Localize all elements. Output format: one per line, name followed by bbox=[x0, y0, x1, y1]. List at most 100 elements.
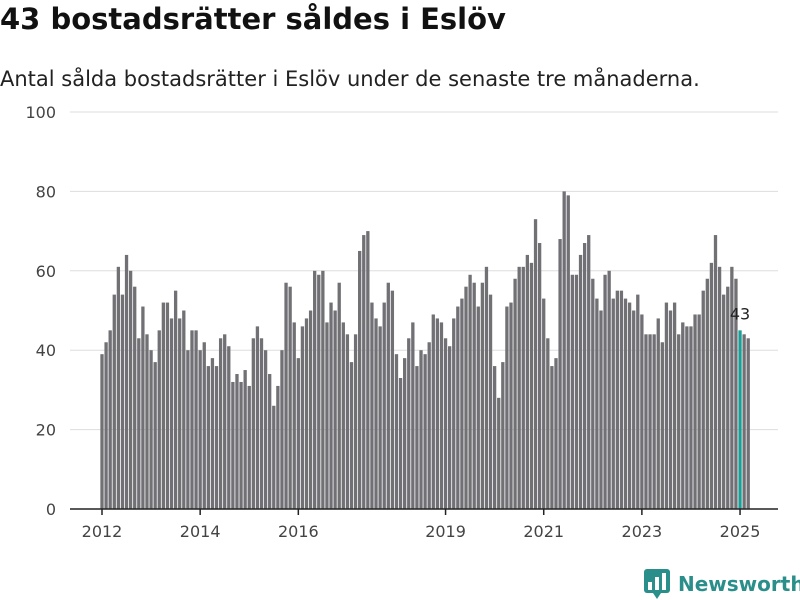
bar bbox=[587, 235, 591, 509]
bar bbox=[358, 250, 362, 509]
bar bbox=[521, 266, 525, 509]
bar bbox=[108, 330, 112, 509]
bar bbox=[701, 290, 705, 509]
bar bbox=[263, 350, 268, 509]
y-tick-label: 60 bbox=[36, 262, 56, 281]
bar bbox=[104, 342, 108, 509]
bar bbox=[513, 278, 517, 509]
bar bbox=[382, 302, 386, 509]
bar bbox=[456, 306, 460, 509]
bar bbox=[411, 322, 415, 509]
bar bbox=[133, 286, 137, 509]
bar bbox=[353, 334, 358, 509]
bar bbox=[186, 350, 190, 509]
bar bbox=[529, 262, 534, 509]
bar bbox=[149, 350, 153, 509]
bar bbox=[505, 306, 509, 509]
chart-title: 43 bostadsrätter såldes i Eslöv bbox=[0, 2, 506, 36]
bar bbox=[693, 314, 697, 509]
bar bbox=[100, 354, 104, 509]
bar bbox=[349, 362, 354, 509]
bar bbox=[648, 334, 652, 509]
bar bbox=[685, 326, 689, 509]
bar bbox=[153, 362, 157, 509]
bar bbox=[664, 302, 669, 509]
bar bbox=[145, 334, 149, 509]
bar bbox=[488, 294, 493, 509]
bar bbox=[165, 302, 170, 509]
bar bbox=[276, 385, 280, 509]
y-tick-label: 40 bbox=[36, 341, 56, 360]
bar bbox=[668, 310, 673, 509]
bar bbox=[341, 322, 345, 509]
bar bbox=[325, 322, 329, 509]
bar bbox=[296, 358, 300, 509]
bar bbox=[386, 282, 390, 509]
bar bbox=[321, 270, 325, 509]
bar bbox=[288, 286, 292, 509]
bar bbox=[157, 330, 161, 509]
bar bbox=[497, 397, 501, 509]
bar bbox=[517, 266, 521, 509]
bar bbox=[636, 294, 640, 509]
bar bbox=[427, 342, 431, 509]
bar bbox=[603, 274, 607, 509]
bar bbox=[689, 326, 693, 509]
bar bbox=[460, 298, 464, 509]
bar bbox=[595, 298, 599, 509]
bar bbox=[632, 310, 636, 509]
bar bbox=[182, 310, 186, 509]
bar bbox=[280, 350, 284, 509]
bar bbox=[300, 326, 305, 509]
bar bbox=[333, 310, 337, 509]
bar bbox=[742, 334, 746, 509]
bar bbox=[218, 338, 223, 509]
x-tick-label: 2019 bbox=[425, 522, 466, 541]
bar bbox=[480, 282, 485, 509]
bar bbox=[533, 219, 538, 509]
bar bbox=[439, 322, 444, 509]
bar bbox=[746, 338, 750, 509]
bar bbox=[190, 330, 194, 509]
bar bbox=[268, 374, 272, 509]
bar bbox=[255, 326, 260, 509]
bar bbox=[120, 294, 125, 509]
bar bbox=[370, 302, 374, 509]
bar bbox=[582, 243, 587, 509]
bar bbox=[419, 350, 423, 509]
bar bbox=[403, 358, 407, 509]
bar bbox=[542, 298, 546, 509]
bar bbox=[206, 366, 210, 509]
bar bbox=[317, 274, 321, 509]
bar bbox=[398, 377, 403, 509]
bar bbox=[464, 286, 468, 509]
chart-subtitle: Antal sålda bostadsrätter i Eslöv under … bbox=[0, 67, 700, 91]
bar bbox=[431, 314, 435, 509]
bars bbox=[100, 191, 750, 510]
bar bbox=[128, 270, 133, 509]
bar bbox=[611, 298, 615, 509]
bar bbox=[161, 302, 165, 509]
bar bbox=[214, 366, 219, 509]
bar bbox=[227, 346, 231, 509]
bar bbox=[599, 310, 603, 509]
bar bbox=[443, 338, 448, 509]
bar bbox=[304, 318, 309, 509]
bar bbox=[615, 290, 619, 509]
bar bbox=[591, 278, 595, 509]
bar bbox=[394, 354, 399, 509]
bar bbox=[607, 270, 611, 509]
bar bbox=[243, 370, 247, 509]
y-axis: 0 20 40 60 80 100 bbox=[25, 103, 56, 519]
bar bbox=[468, 274, 472, 509]
bar bbox=[734, 278, 738, 509]
bar bbox=[677, 334, 681, 509]
bar bbox=[435, 318, 440, 509]
bar bbox=[251, 338, 255, 509]
bar bbox=[141, 306, 145, 509]
bar bbox=[537, 243, 542, 509]
bar bbox=[452, 318, 456, 509]
brand-name: Newsworthy bbox=[678, 572, 800, 596]
bar bbox=[501, 362, 505, 509]
